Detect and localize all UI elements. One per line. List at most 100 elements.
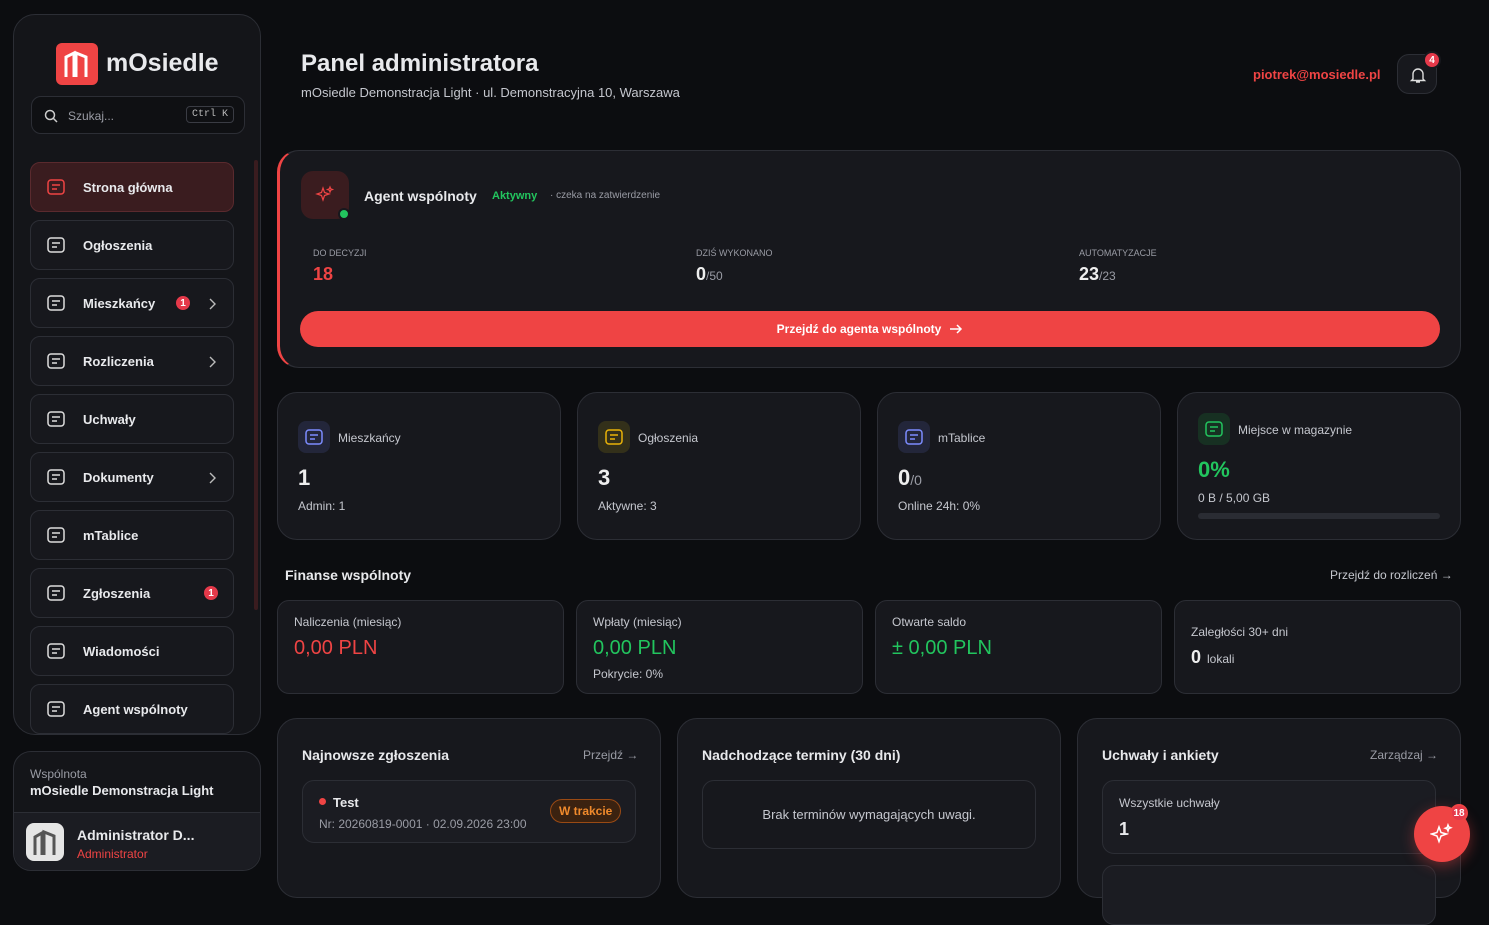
issue-item[interactable]: Test Nr: 20260819-0001 · 02.09.2026 23:0…	[302, 780, 636, 843]
finance-link[interactable]: Przejdź do rozliczeń →	[1330, 568, 1453, 582]
icon	[47, 411, 65, 427]
nav-label: Uchwały	[83, 411, 136, 427]
panel-link[interactable]: Przejdź →	[583, 748, 639, 762]
assistant-button[interactable]: 18	[1414, 804, 1470, 862]
agent-card: Agent wspólnoty Aktywny · czeka na zatwi…	[277, 150, 1461, 368]
stat-label: DZIŚ WYKONANO	[696, 248, 773, 258]
sparkle-icon	[1430, 822, 1453, 844]
stat-value: 18	[313, 264, 333, 285]
finance-number: 0,00 PLN	[593, 637, 677, 659]
stat-value: 23/23	[1079, 264, 1116, 285]
nav-item[interactable]: Zgłoszenia 1	[30, 568, 234, 618]
stat-number: 1	[298, 465, 311, 490]
nav-item[interactable]: Agent wspólnoty	[30, 684, 234, 734]
resolution-card	[1102, 865, 1436, 925]
issue-dot	[319, 798, 326, 805]
stat-label: Mieszkańcy	[338, 431, 401, 445]
search[interactable]: Szukaj... Ctrl K	[31, 96, 245, 134]
nav-item[interactable]: Dokumenty	[30, 452, 234, 502]
nav-label: Agent wspólnoty	[83, 701, 188, 717]
nav-item[interactable]: Uchwały	[30, 394, 234, 444]
resolution-label: Wszystkie uchwały	[1119, 796, 1220, 810]
finance-card: Naliczenia (miesiąc) 0,00 PLN	[277, 600, 564, 694]
finance-number: ± 0,00 PLN	[892, 637, 992, 659]
bell-icon	[1409, 68, 1427, 83]
agent-title: Agent wspólnoty	[364, 188, 477, 204]
user-name: Administrator D...	[77, 827, 195, 843]
sparkle-icon	[315, 185, 335, 202]
empty-text: Brak terminów wymagających uwagi.	[762, 807, 976, 822]
nav-item[interactable]: Ogłoszenia	[30, 220, 234, 270]
agent-button-label: Przejdź do agenta wspólnoty	[776, 322, 942, 336]
icon	[1205, 421, 1223, 437]
nav-label: Mieszkańcy	[83, 295, 156, 311]
user[interactable]: Administrator D... Administrator	[14, 812, 260, 870]
icon	[47, 585, 65, 601]
stat-number: 18	[313, 264, 334, 284]
scrollbar	[254, 160, 258, 610]
icon	[47, 469, 65, 485]
finance-number: 0	[1191, 647, 1202, 667]
agent-note: · czeka na zatwierdzenie	[550, 190, 661, 201]
panel-link[interactable]: Zarządzaj →	[1370, 748, 1439, 762]
finance-label: Naliczenia (miesiąc)	[294, 615, 402, 629]
finance-unit: lokali	[1207, 652, 1235, 666]
page: Panel administratora { "sidebar": { "bra…	[13, 14, 1470, 925]
icon	[47, 643, 65, 659]
issue-status: W trakcie	[550, 799, 622, 823]
finance-title: Finanse wspólnoty	[285, 567, 412, 583]
stat-icon	[1198, 413, 1230, 445]
stat-label: Miejsce w magazynie	[1238, 423, 1353, 437]
icon	[47, 701, 65, 717]
stat-card: Ogłoszenia 3 Aktywne: 3	[577, 392, 861, 540]
nav-label: Rozliczenia	[83, 353, 154, 369]
finance-card: Zaległości 30+ dni 0 lokali	[1174, 600, 1461, 694]
issue-title: Test	[333, 795, 359, 810]
issues-panel: Najnowsze zgłoszenia Przejdź → Test Nr: …	[277, 718, 661, 898]
shortcut: Ctrl K	[185, 106, 234, 123]
page-title: Panel administratora	[301, 50, 539, 77]
nav-badge: 1	[202, 584, 220, 602]
finance-card: Wpłaty (miesiąc) 0,00 PLN Pokrycie: 0%	[576, 600, 863, 694]
panel-title: Najnowsze zgłoszenia	[302, 747, 450, 763]
avatar	[26, 823, 64, 861]
nav-item[interactable]: mTablice	[30, 510, 234, 560]
nav-label: Ogłoszenia	[83, 237, 153, 253]
nav-label: Wiadomości	[83, 643, 160, 659]
finance-value: 0,00 PLN	[294, 637, 377, 660]
stat-value: 3	[598, 465, 610, 491]
nav-item[interactable]: Rozliczenia	[30, 336, 234, 386]
arrow-icon	[950, 324, 963, 334]
stat-value: 1	[298, 465, 310, 491]
stat-sub: Online 24h: 0%	[898, 499, 981, 513]
icon	[47, 527, 65, 543]
finance-value: ± 0,00 PLN	[892, 637, 992, 660]
stat-label: mTablice	[938, 431, 986, 445]
nav-item[interactable]: Strona główna	[30, 162, 234, 212]
status-dot	[338, 208, 350, 220]
nav-item[interactable]: Wiadomości	[30, 626, 234, 676]
search-icon	[44, 109, 58, 123]
panel-title: Nadchodzące terminy (30 dni)	[702, 747, 901, 763]
notifications[interactable]: 4	[1397, 51, 1441, 94]
app: mOsiedle Szukaj... Ctrl K Strona główna O…	[13, 14, 1470, 925]
user-role: Administrator	[77, 847, 148, 861]
icon	[305, 429, 323, 445]
brand-logo	[56, 43, 98, 85]
stat-number: 0%	[1198, 457, 1230, 482]
finance-value: 0 lokali	[1191, 647, 1234, 668]
agent-button[interactable]: Przejdź do agenta wspólnoty	[300, 311, 1440, 347]
stat-suffix: /23	[1099, 269, 1116, 283]
stat-icon	[298, 421, 330, 453]
empty-state: Brak terminów wymagających uwagi.	[702, 780, 1036, 849]
community-card: Wspólnota mOsiedle Demonstracja Light Ad…	[13, 751, 261, 871]
nav-label: Strona główna	[83, 179, 173, 195]
finance-number: 0,00 PLN	[294, 637, 378, 659]
user-email[interactable]: piotrek@mosiedle.pl	[1253, 67, 1381, 82]
deadlines-panel: Nadchodzące terminy (30 dni) Brak termin…	[677, 718, 1061, 898]
nav-label: Zgłoszenia	[83, 585, 151, 601]
nav-item[interactable]: Mieszkańcy 1	[30, 278, 234, 328]
chevron	[209, 356, 216, 368]
stat-number: 23	[1079, 264, 1100, 284]
finance-value: 0,00 PLN	[593, 637, 676, 660]
